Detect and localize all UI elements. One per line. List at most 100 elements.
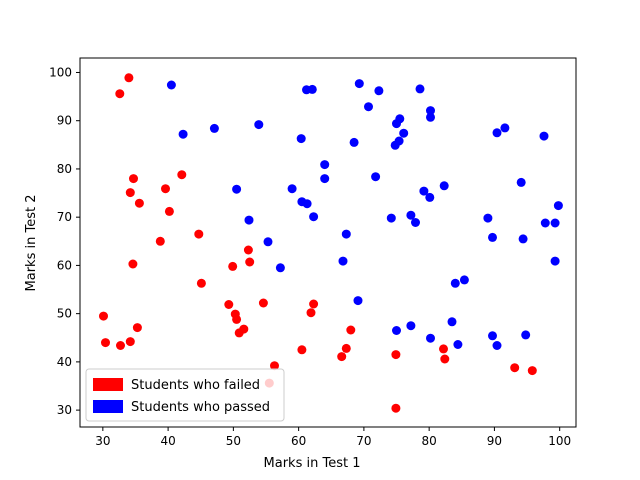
data-point-series-1 xyxy=(415,84,425,94)
data-point-series-1 xyxy=(550,256,560,266)
data-point-series-1 xyxy=(425,192,435,202)
data-point-series-1 xyxy=(296,134,306,144)
data-point-series-0 xyxy=(101,338,110,348)
y-tick-label: 80 xyxy=(57,162,72,176)
data-point-series-1 xyxy=(392,119,401,129)
data-point-series-0 xyxy=(234,328,244,338)
y-tick-label: 100 xyxy=(49,65,72,79)
data-point-series-0 xyxy=(297,345,307,355)
data-point-series-0 xyxy=(346,325,356,335)
data-point-series-1 xyxy=(488,331,497,341)
legend-swatch-0 xyxy=(93,378,123,391)
data-point-series-0 xyxy=(155,236,165,246)
y-tick-label: 60 xyxy=(57,258,72,272)
data-point-series-0 xyxy=(224,300,234,309)
data-point-series-0 xyxy=(510,363,520,373)
data-point-series-1 xyxy=(483,213,493,223)
data-point-series-0 xyxy=(527,366,537,376)
data-point-series-1 xyxy=(550,218,560,228)
data-point-series-1 xyxy=(539,131,549,141)
x-tick-label: 80 xyxy=(422,434,437,448)
data-point-series-0 xyxy=(125,337,135,347)
data-point-series-1 xyxy=(166,80,176,90)
data-point-series-0 xyxy=(243,245,253,255)
data-point-series-1 xyxy=(492,128,502,138)
data-point-series-1 xyxy=(488,232,497,242)
data-point-series-1 xyxy=(516,177,526,187)
data-point-series-1 xyxy=(320,160,330,170)
data-point-series-0 xyxy=(337,352,347,362)
data-point-series-0 xyxy=(161,184,170,194)
data-point-series-0 xyxy=(232,314,242,324)
x-tick-label: 60 xyxy=(291,434,306,448)
y-tick-label: 90 xyxy=(57,114,72,128)
data-point-series-0 xyxy=(306,308,316,318)
data-point-series-1 xyxy=(178,129,188,139)
data-point-series-1 xyxy=(492,341,502,350)
data-point-series-1 xyxy=(500,123,510,133)
data-point-series-0 xyxy=(124,73,134,83)
data-point-series-1 xyxy=(275,263,285,273)
data-point-series-0 xyxy=(125,188,135,198)
data-point-series-1 xyxy=(450,278,460,288)
data-point-series-1 xyxy=(459,275,469,285)
legend-box xyxy=(85,368,285,422)
legend-label-0: Students who failed xyxy=(131,378,260,393)
x-tick-label: 40 xyxy=(160,434,175,448)
data-point-series-1 xyxy=(302,199,312,209)
data-point-series-0 xyxy=(391,350,401,360)
legend: Students who failed Students who passed xyxy=(85,368,285,422)
data-point-series-1 xyxy=(374,86,384,96)
data-point-series-1 xyxy=(406,210,416,220)
data-point-series-1 xyxy=(263,237,273,247)
axes-layer: 30 40 50 60 70 80 90 100 30 40 50 60 70 80 90 100 xyxy=(49,57,577,448)
y-tick-label: 50 xyxy=(57,307,72,321)
data-point-series-1 xyxy=(439,181,449,191)
data-point-series-1 xyxy=(540,218,550,228)
data-point-series-1 xyxy=(453,340,463,349)
data-point-series-1 xyxy=(232,184,242,194)
data-point-series-1 xyxy=(518,234,528,244)
data-point-series-0 xyxy=(440,354,450,364)
data-point-series-1 xyxy=(426,112,435,122)
plot-frame xyxy=(79,57,577,428)
data-point-series-0 xyxy=(270,361,279,371)
data-point-series-0 xyxy=(228,261,238,271)
data-point-series-1 xyxy=(426,106,435,116)
data-point-series-1 xyxy=(338,256,348,266)
y-tick-label: 70 xyxy=(57,210,72,224)
data-point-series-0 xyxy=(391,403,401,413)
data-point-series-0 xyxy=(341,343,351,353)
data-point-series-1 xyxy=(354,79,364,89)
data-point-series-0 xyxy=(194,229,204,239)
points-layer xyxy=(99,73,563,413)
data-point-series-1 xyxy=(553,201,563,211)
y-axis-label: Marks in Test 2 xyxy=(24,195,39,292)
legend-swatch-1 xyxy=(93,400,123,413)
x-tick-label: 30 xyxy=(95,434,110,448)
data-point-series-1 xyxy=(307,84,317,94)
x-axis-label: Marks in Test 1 xyxy=(264,456,361,471)
data-point-series-0 xyxy=(164,206,174,216)
data-point-series-0 xyxy=(134,198,144,208)
x-tick-label: 90 xyxy=(487,434,502,448)
y-tick-label: 30 xyxy=(57,403,72,417)
data-point-series-0 xyxy=(439,344,448,354)
data-point-series-1 xyxy=(399,128,409,138)
x-tick-label: 50 xyxy=(226,434,241,448)
data-point-series-0 xyxy=(309,299,319,309)
data-point-series-1 xyxy=(349,137,359,147)
data-point-series-1 xyxy=(287,184,297,194)
data-point-series-1 xyxy=(426,333,435,343)
data-point-series-1 xyxy=(244,215,254,225)
y-tick-label: 40 xyxy=(57,355,72,369)
data-point-series-0 xyxy=(196,278,206,288)
data-point-series-0 xyxy=(245,257,255,267)
data-point-series-0 xyxy=(99,311,108,321)
data-point-series-1 xyxy=(419,186,429,196)
data-point-series-0 xyxy=(115,89,125,99)
data-point-series-1 xyxy=(390,140,400,150)
legend-label-1: Students who passed xyxy=(131,400,270,415)
data-point-series-1 xyxy=(386,213,396,223)
